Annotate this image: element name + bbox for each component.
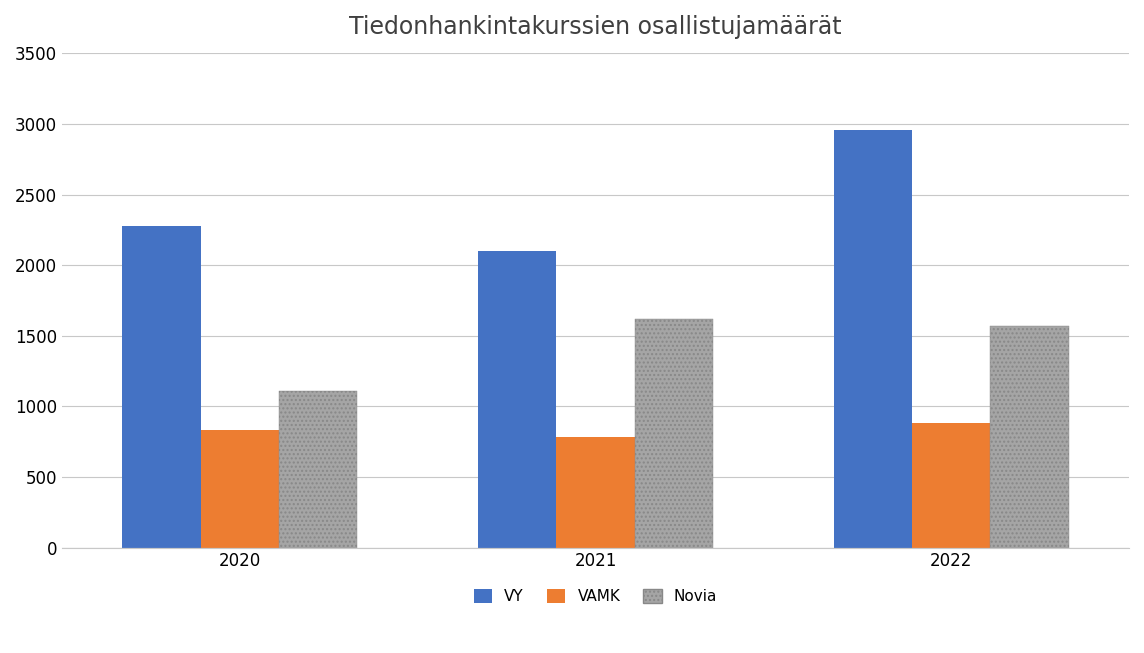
Bar xyxy=(834,130,912,548)
Bar xyxy=(991,326,1068,548)
Bar xyxy=(635,319,713,548)
Legend: VY, VAMK, Novia: VY, VAMK, Novia xyxy=(474,589,717,604)
Title: Tiedonhankintakurssien osallistujamäärät: Tiedonhankintakurssien osallistujamäärät xyxy=(349,15,842,39)
Bar xyxy=(279,391,357,548)
Bar xyxy=(478,251,556,548)
Bar xyxy=(122,226,200,548)
Bar xyxy=(556,438,635,548)
Bar xyxy=(200,430,279,548)
Bar xyxy=(912,423,991,548)
